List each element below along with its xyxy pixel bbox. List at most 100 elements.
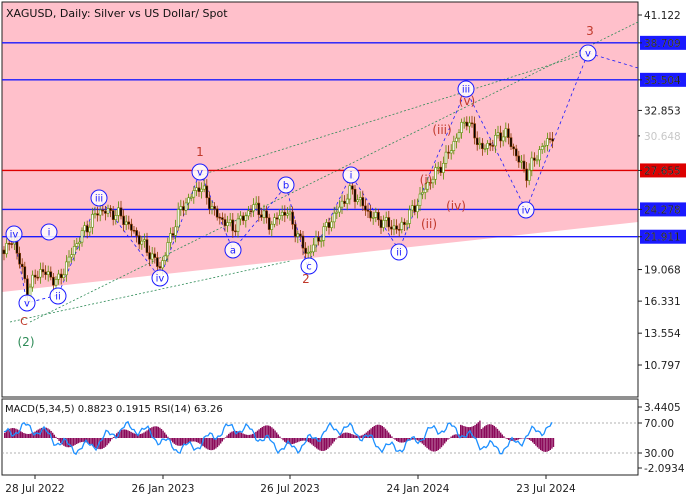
candle-body bbox=[5, 243, 8, 255]
candle-body bbox=[257, 202, 261, 216]
candle-body bbox=[39, 269, 42, 278]
candle-body bbox=[369, 211, 372, 219]
macd-bar bbox=[397, 438, 399, 442]
candle-body bbox=[317, 236, 320, 242]
macd-bar bbox=[352, 434, 355, 438]
macd-bar bbox=[487, 424, 489, 438]
candle-body bbox=[46, 271, 50, 275]
macd-bar bbox=[82, 438, 84, 442]
macd-bar bbox=[503, 436, 505, 438]
wave-label-circled: iv bbox=[517, 201, 535, 219]
candle-body bbox=[491, 145, 495, 147]
macd-bar bbox=[240, 432, 243, 438]
macd-bar bbox=[63, 438, 65, 446]
candle-body bbox=[455, 137, 458, 142]
candle-body bbox=[119, 207, 123, 217]
macd-bar bbox=[200, 438, 203, 445]
macd-bar bbox=[141, 433, 143, 438]
macd-bar bbox=[484, 426, 486, 438]
macd-bar bbox=[514, 438, 516, 441]
macd-bar bbox=[53, 434, 55, 438]
candle-body bbox=[314, 236, 318, 246]
macd-bar bbox=[472, 425, 475, 438]
candle-body bbox=[101, 209, 105, 212]
macd-bar bbox=[144, 431, 147, 438]
macd-bar bbox=[476, 423, 478, 438]
chart-title: XAGUSD, Daily: Silver vs US Dollar/ Spot bbox=[6, 7, 228, 20]
wave-label-circled: v bbox=[18, 294, 36, 312]
candle-body bbox=[52, 276, 55, 286]
macd-bar bbox=[242, 433, 244, 438]
price-tick-label: 10.797 bbox=[644, 360, 681, 372]
candle-body bbox=[239, 215, 242, 220]
candle-body bbox=[148, 252, 151, 260]
candle-body bbox=[382, 220, 385, 228]
svg-text:iv: iv bbox=[10, 230, 19, 241]
candle-body bbox=[98, 209, 102, 216]
macd-bar bbox=[258, 429, 260, 438]
macd-bar bbox=[549, 438, 551, 450]
macd-bar bbox=[437, 438, 439, 451]
macd-bar bbox=[463, 425, 465, 438]
macd-bar bbox=[389, 434, 391, 438]
candle-body bbox=[26, 278, 29, 297]
macd-bar bbox=[440, 438, 443, 448]
candle-body bbox=[538, 149, 541, 161]
candle-body bbox=[49, 271, 53, 278]
macd-bar bbox=[344, 432, 347, 438]
macd-bar bbox=[285, 438, 287, 443]
candle-body bbox=[478, 142, 482, 145]
candle-body bbox=[291, 211, 294, 225]
macd-bar bbox=[168, 438, 171, 439]
macd-bar bbox=[485, 425, 487, 438]
macd-bar bbox=[311, 438, 313, 445]
candle-body bbox=[364, 205, 367, 211]
wave-label-circled: i bbox=[342, 166, 360, 184]
macd-bar bbox=[490, 424, 492, 438]
candle-body bbox=[348, 185, 352, 200]
level-badge-label: 35.504 bbox=[644, 75, 681, 87]
macd-bar bbox=[319, 438, 321, 451]
macd-bar bbox=[360, 435, 363, 438]
macd-bar bbox=[128, 431, 131, 438]
svg-text:ii: ii bbox=[55, 292, 61, 303]
macd-bar bbox=[224, 437, 227, 438]
candle-body bbox=[423, 188, 427, 193]
candle-body bbox=[41, 269, 45, 273]
macd-bar bbox=[332, 438, 334, 444]
macd-bar bbox=[546, 438, 548, 452]
candle-body bbox=[546, 138, 549, 146]
candle-body bbox=[504, 128, 508, 138]
svg-text:i: i bbox=[350, 171, 353, 182]
indicator-tick-label: 70.00 bbox=[644, 418, 674, 430]
macd-bar bbox=[130, 431, 132, 438]
macd-bar bbox=[548, 438, 550, 452]
candle-body bbox=[208, 197, 211, 210]
macd-bar bbox=[394, 438, 396, 440]
main-panel-frame bbox=[1, 1, 639, 398]
macd-bar bbox=[140, 433, 142, 438]
macd-bar bbox=[543, 438, 545, 452]
macd-bar bbox=[272, 428, 275, 438]
candle-body bbox=[228, 219, 232, 223]
candle-body bbox=[325, 222, 328, 227]
candle-body bbox=[517, 155, 521, 163]
macd-bar bbox=[252, 433, 254, 438]
wave-label-text: 2 bbox=[302, 272, 310, 286]
macd-bar bbox=[452, 435, 454, 438]
macd-bar bbox=[405, 438, 407, 442]
level-lines: 38.709 35.504 27.655 24.278 21.911 bbox=[2, 35, 686, 244]
macd-bar bbox=[71, 438, 73, 447]
macd-bar bbox=[160, 429, 163, 438]
candle-body bbox=[530, 157, 534, 171]
macd-bar bbox=[135, 433, 137, 438]
macd-bar bbox=[92, 438, 94, 447]
macd-bar bbox=[349, 433, 351, 438]
macd-bar bbox=[460, 424, 462, 438]
candle-body bbox=[283, 211, 287, 216]
macd-bar bbox=[212, 438, 214, 451]
macd-bar bbox=[199, 438, 201, 444]
candle-body bbox=[176, 209, 180, 228]
macd-bar bbox=[255, 431, 257, 438]
